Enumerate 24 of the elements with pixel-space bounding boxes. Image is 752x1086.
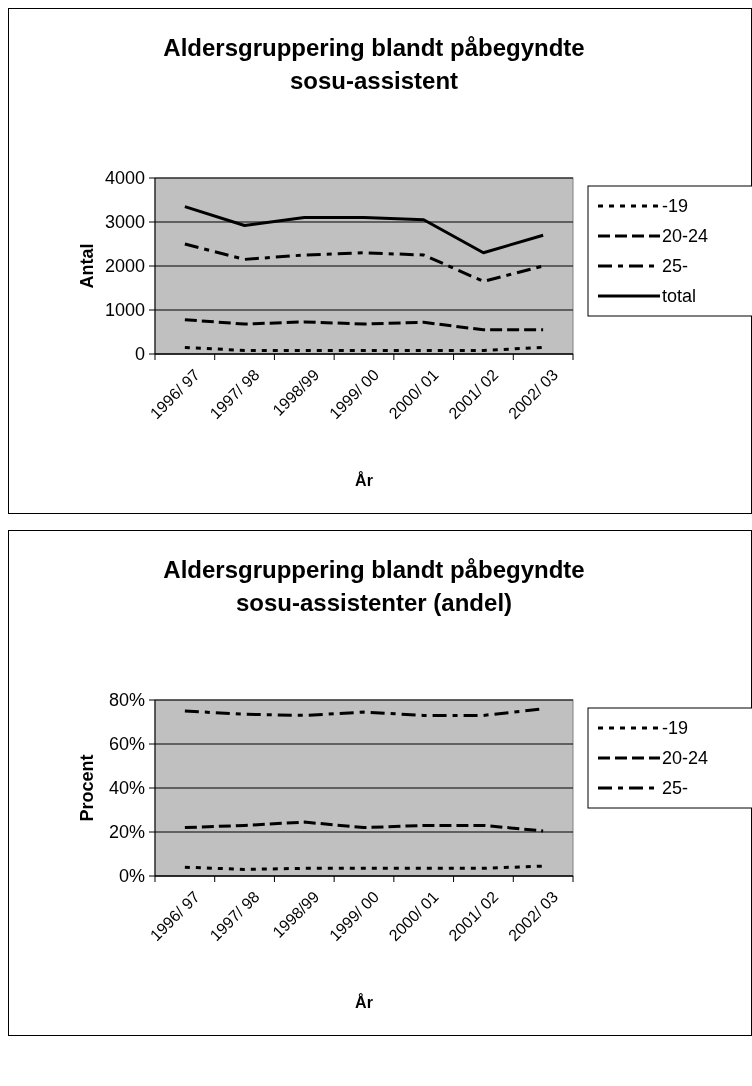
y-tick-label: 1000 bbox=[104, 300, 145, 321]
y-tick-label: 80% bbox=[108, 690, 145, 711]
chart-title: Aldersgruppering blandt påbegyndte sosu-assistent bbox=[163, 34, 585, 94]
y-tick-label: 0% bbox=[118, 866, 145, 887]
legend-label: -19 bbox=[662, 718, 689, 739]
y-tick-label: 20% bbox=[108, 822, 145, 843]
y-tick-label: 4000 bbox=[104, 168, 145, 189]
y-axis-title: Antal bbox=[77, 243, 97, 289]
chart-title: Aldersgruppering blandt påbegyndte sosu-assistenter (andel) bbox=[163, 556, 585, 616]
y-tick-label: 2000 bbox=[104, 256, 145, 277]
x-axis-title: År bbox=[355, 471, 373, 489]
y-axis-title: Procent bbox=[77, 754, 97, 822]
x-axis-title: År bbox=[355, 993, 373, 1011]
legend-label: -19 bbox=[662, 196, 689, 217]
legend-label: total bbox=[662, 286, 697, 307]
legend-label: 20-24 bbox=[662, 748, 709, 769]
legend-label: 25- bbox=[662, 256, 689, 277]
y-tick-label: 60% bbox=[108, 734, 145, 755]
y-tick-label: 0 bbox=[134, 344, 145, 365]
line-series bbox=[183, 318, 545, 332]
legend-label: 20-24 bbox=[662, 226, 709, 247]
y-tick-label: 3000 bbox=[104, 212, 145, 233]
legend-label: 25- bbox=[662, 778, 689, 799]
y-tick-label: 40% bbox=[108, 778, 145, 799]
